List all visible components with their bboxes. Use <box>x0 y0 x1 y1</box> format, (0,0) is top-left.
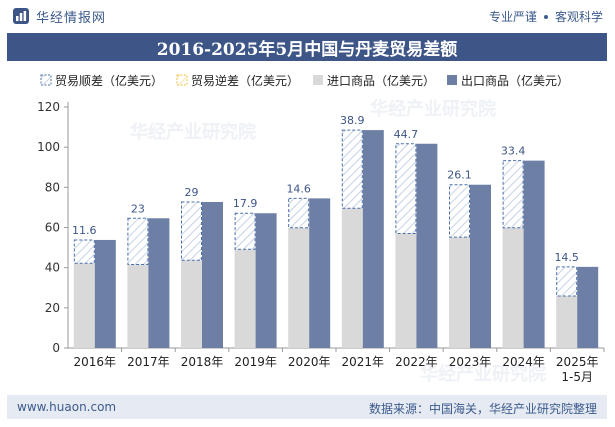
export-bar <box>255 213 277 348</box>
export-bar <box>523 160 545 348</box>
data-label: 29 <box>185 186 199 199</box>
export-bar <box>94 239 116 348</box>
x-tick-label: 2017年 <box>127 355 170 369</box>
separator-dot-icon <box>543 14 548 19</box>
brand[interactable]: 华经情报网 <box>12 6 106 26</box>
data-label: 44.7 <box>394 128 419 141</box>
export-bar <box>309 198 331 348</box>
y-tick-label: 0 <box>52 341 60 355</box>
data-label: 17.9 <box>233 197 258 210</box>
surplus-bar <box>127 217 149 265</box>
brand-name: 华经情报网 <box>36 10 107 26</box>
y-tick-label: 100 <box>37 140 60 154</box>
x-tick-label: 2019年 <box>234 355 277 369</box>
data-label: 26.1 <box>447 169 472 182</box>
legend-label-deficit: 贸易逆差（亿美元） <box>191 73 299 88</box>
data-label: 11.6 <box>72 224 97 237</box>
legend-label-surplus: 贸易顺差（亿美元） <box>55 73 163 88</box>
x-tick-label: 2020年 <box>288 355 331 369</box>
legend-swatch-deficit <box>176 74 188 86</box>
import-bar <box>341 208 363 348</box>
export-bar <box>416 143 438 348</box>
y-tick-label: 80 <box>45 180 60 194</box>
import-bar <box>181 260 202 348</box>
export-bar <box>148 218 170 348</box>
surplus-bar <box>449 184 470 238</box>
import-bar <box>73 263 95 348</box>
data-label: 38.9 <box>340 114 365 127</box>
legend-swatch-export <box>447 75 457 85</box>
chart-title: 2016-2025年5月中国与丹麦贸易差额 <box>7 33 607 61</box>
import-bar <box>502 227 524 348</box>
import-bar <box>395 233 417 348</box>
export-bar <box>362 130 384 348</box>
footer-source: 数据来源：中国海关，华经产业研究院整理 <box>368 402 597 416</box>
surplus-bar <box>502 160 524 229</box>
y-tick-label: 120 <box>37 100 60 114</box>
tagline-right: 客观科学 <box>554 10 603 24</box>
data-label: 23 <box>131 202 145 215</box>
legend-label-export: 出口商品（亿美元） <box>461 73 569 88</box>
import-bar <box>288 227 310 348</box>
data-label: 14.5 <box>554 251 579 264</box>
y-tick-label: 40 <box>45 261 60 275</box>
surplus-bar <box>395 143 417 235</box>
logo-icon <box>13 8 29 24</box>
surplus-bar <box>556 266 578 297</box>
legend-swatch-import <box>313 75 323 85</box>
tagline: 专业严谨 客观科学 <box>489 8 603 25</box>
surplus-bar <box>288 197 310 229</box>
surplus-bar <box>181 201 202 261</box>
import-bar <box>449 237 470 348</box>
import-bar <box>556 295 578 348</box>
import-bar <box>234 249 256 348</box>
data-label: 14.6 <box>286 182 311 195</box>
export-bar <box>470 184 491 348</box>
export-bar <box>577 266 599 348</box>
data-label: 33.4 <box>501 145 526 158</box>
x-tick-label: 2024年 <box>502 355 545 369</box>
x-tick-label: 2021年 <box>342 355 385 369</box>
top-bar: 华经情报网 专业严谨 客观科学 <box>0 0 615 30</box>
legend-label-import: 进口商品（亿美元） <box>327 73 435 88</box>
footer-website-link[interactable]: www.huaon.com <box>17 400 117 414</box>
import-bar <box>127 264 149 348</box>
y-tick-label: 60 <box>45 221 60 235</box>
legend-swatch-surplus <box>40 74 52 86</box>
x-tick-label: 2023年 <box>449 355 492 369</box>
surplus-bar <box>73 239 95 264</box>
surplus-bar <box>341 129 363 209</box>
x-tick-label: 1-5月 <box>561 370 593 384</box>
x-tick-label: 2022年 <box>395 355 438 369</box>
surplus-bar <box>234 212 256 250</box>
x-tick-label: 2016年 <box>74 355 117 369</box>
export-bar <box>202 201 223 348</box>
y-tick-label: 20 <box>45 301 60 315</box>
tagline-left: 专业严谨 <box>488 10 537 24</box>
x-tick-label: 2018年 <box>181 355 224 369</box>
x-tick-label: 2025年 <box>556 355 599 369</box>
footer: www.huaon.com 数据来源：中国海关，华经产业研究院整理 <box>7 395 607 419</box>
